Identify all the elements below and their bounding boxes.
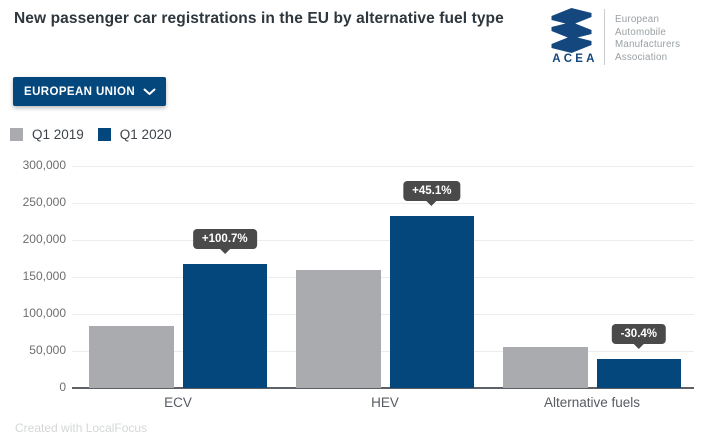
- legend-swatch-q1-2019: [10, 128, 23, 141]
- acea-logo-icon: [551, 8, 592, 53]
- x-axis-category-label: Alternative fuels: [543, 395, 641, 410]
- gridline: [72, 240, 694, 241]
- y-axis-tick-label: 0: [59, 380, 66, 394]
- acea-org-name: European Automobile Manufacturers Associ…: [615, 14, 680, 64]
- org-line: Automobile: [615, 26, 667, 38]
- x-axis-category-label: HEV: [371, 395, 399, 410]
- legend-label: Q1 2019: [32, 127, 84, 142]
- gridline: [72, 277, 694, 278]
- acea-logo: ACEA European Automobile Manufacturers A…: [549, 5, 694, 65]
- gridline: [72, 351, 694, 352]
- bar-q1-2019-hev[interactable]: [296, 269, 381, 388]
- change-label-tooltip: +100.7%: [192, 229, 257, 255]
- y-axis-tick-label: 300,000: [22, 158, 66, 172]
- change-label-tooltip: -30.4%: [611, 324, 667, 350]
- y-axis-tick-label: 150,000: [22, 269, 66, 283]
- org-line: Manufacturers: [615, 39, 681, 51]
- bar-q1-2019-ecv[interactable]: [89, 326, 174, 388]
- x-axis-category-label: ECV: [164, 395, 192, 410]
- change-label-tooltip: +45.1%: [403, 180, 461, 206]
- org-line: Association: [615, 51, 668, 63]
- region-selector-button[interactable]: EUROPEAN UNION: [13, 77, 166, 106]
- legend-swatch-q1-2020: [97, 128, 111, 141]
- y-axis-tick-label: 100,000: [22, 306, 66, 320]
- bar-q1-2020-ecv[interactable]: [182, 264, 267, 388]
- legend-label: Q1 2020: [119, 127, 172, 142]
- gridline: [72, 166, 694, 167]
- acea-logo-text: ACEA: [552, 53, 598, 65]
- y-axis-tick-label: 250,000: [22, 195, 66, 209]
- page-title: New passenger car registrations in the E…: [14, 10, 504, 27]
- legend-item-q1-2020: Q1 2020: [97, 127, 172, 142]
- y-axis-tick-label: 200,000: [22, 232, 66, 246]
- chevron-down-icon: [143, 88, 156, 95]
- bar-q1-2020-hev[interactable]: [389, 215, 474, 388]
- bar-q1-2020-alternative-fuels[interactable]: [596, 359, 681, 388]
- logo-divider: [604, 9, 605, 65]
- chart-legend: Q1 2019 Q1 2020: [10, 127, 172, 142]
- region-selector-label: EUROPEAN UNION: [24, 85, 136, 98]
- gridline: [72, 203, 694, 204]
- bar-q1-2019-alternative-fuels[interactable]: [503, 346, 588, 388]
- credit-text: Created with LocalFocus: [15, 421, 148, 433]
- x-axis-line: [72, 387, 694, 389]
- legend-item-q1-2019: Q1 2019: [10, 127, 84, 142]
- org-line: European: [615, 14, 660, 25]
- gridline: [72, 314, 694, 315]
- y-axis-tick-label: 50,000: [29, 343, 66, 357]
